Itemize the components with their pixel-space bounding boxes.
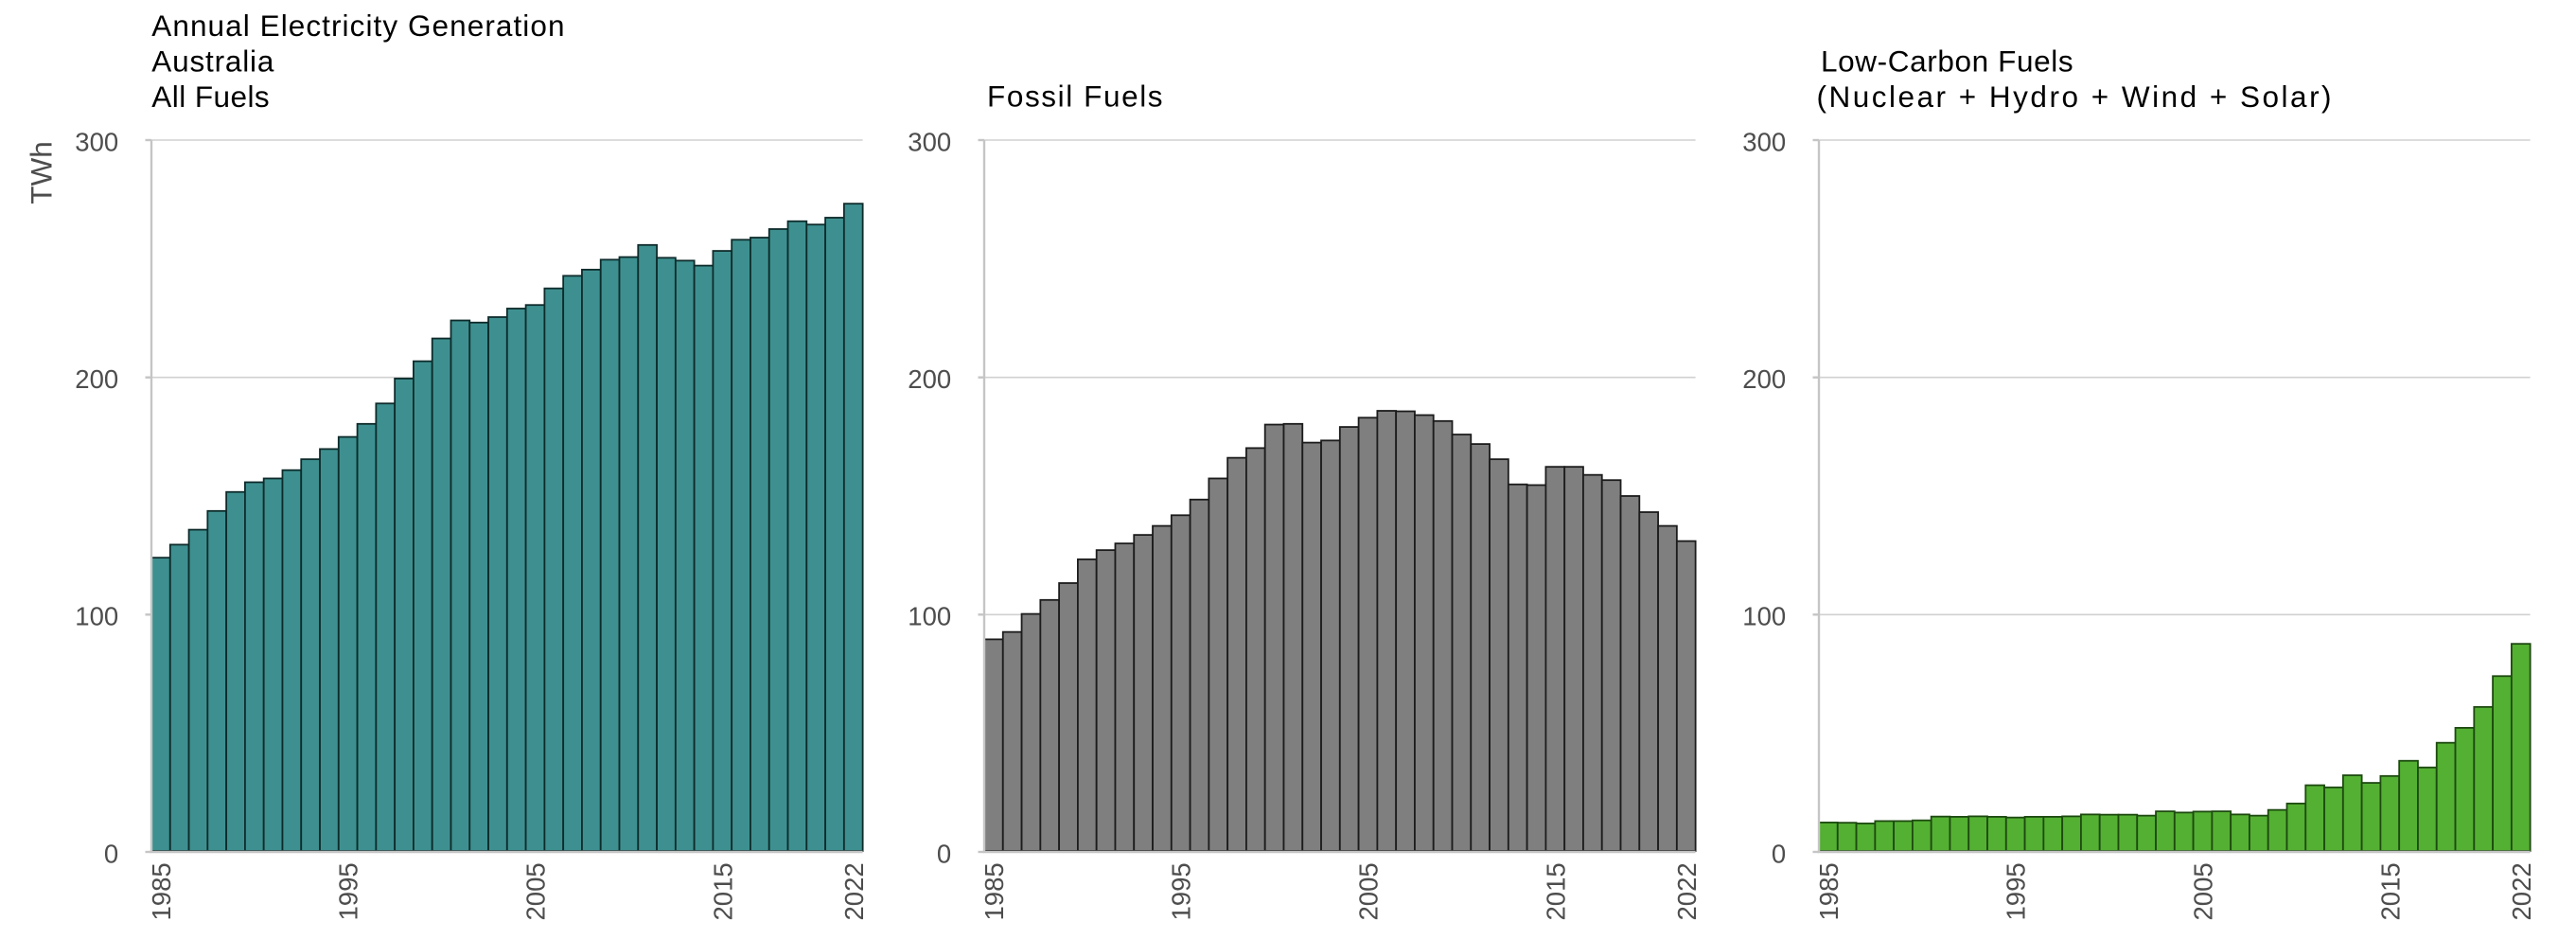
svg-text:TWh: TWh — [25, 141, 59, 204]
svg-text:2015: 2015 — [708, 862, 737, 920]
svg-text:1985: 1985 — [1814, 862, 1844, 920]
svg-text:2022: 2022 — [2507, 862, 2536, 920]
svg-text:Fossil Fuels: Fossil Fuels — [987, 80, 1164, 114]
svg-text:2005: 2005 — [2189, 862, 2218, 920]
svg-text:1985: 1985 — [147, 862, 176, 920]
svg-text:1995: 1995 — [1167, 862, 1196, 920]
svg-text:200: 200 — [1742, 364, 1786, 394]
svg-text:200: 200 — [75, 364, 118, 394]
svg-text:2022: 2022 — [839, 862, 869, 920]
svg-text:2005: 2005 — [521, 862, 551, 920]
svg-text:1995: 1995 — [334, 862, 363, 920]
svg-text:100: 100 — [75, 602, 118, 631]
svg-text:2015: 2015 — [1541, 862, 1570, 920]
svg-text:300: 300 — [75, 127, 118, 156]
svg-text:Annual Electricity Generation: Annual Electricity Generation — [151, 9, 565, 43]
svg-text:100: 100 — [1742, 602, 1786, 631]
svg-text:Australia: Australia — [151, 44, 274, 78]
svg-text:300: 300 — [908, 127, 951, 156]
svg-text:(Nuclear + Hydro + Wind + Sola: (Nuclear + Hydro + Wind + Solar) — [1817, 80, 2335, 114]
svg-text:Low-Carbon Fuels: Low-Carbon Fuels — [1821, 44, 2073, 78]
svg-text:100: 100 — [908, 602, 951, 631]
svg-text:0: 0 — [937, 839, 951, 868]
svg-text:0: 0 — [104, 839, 118, 868]
svg-text:2015: 2015 — [2375, 862, 2405, 920]
svg-text:1995: 1995 — [2002, 862, 2031, 920]
svg-text:2005: 2005 — [1354, 862, 1384, 920]
svg-text:All Fuels: All Fuels — [151, 80, 270, 114]
svg-text:1985: 1985 — [979, 862, 1009, 920]
svg-text:300: 300 — [1742, 127, 1786, 156]
svg-text:200: 200 — [908, 364, 951, 394]
svg-text:2022: 2022 — [1672, 862, 1702, 920]
svg-text:0: 0 — [1772, 839, 1786, 868]
